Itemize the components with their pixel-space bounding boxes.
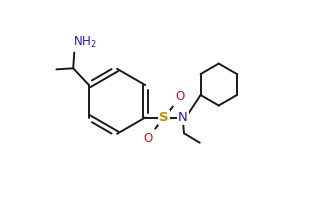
- Text: N: N: [178, 111, 188, 124]
- Text: O: O: [143, 132, 153, 145]
- Text: S: S: [159, 111, 169, 124]
- Text: NH$_2$: NH$_2$: [73, 35, 97, 50]
- Text: O: O: [176, 90, 185, 103]
